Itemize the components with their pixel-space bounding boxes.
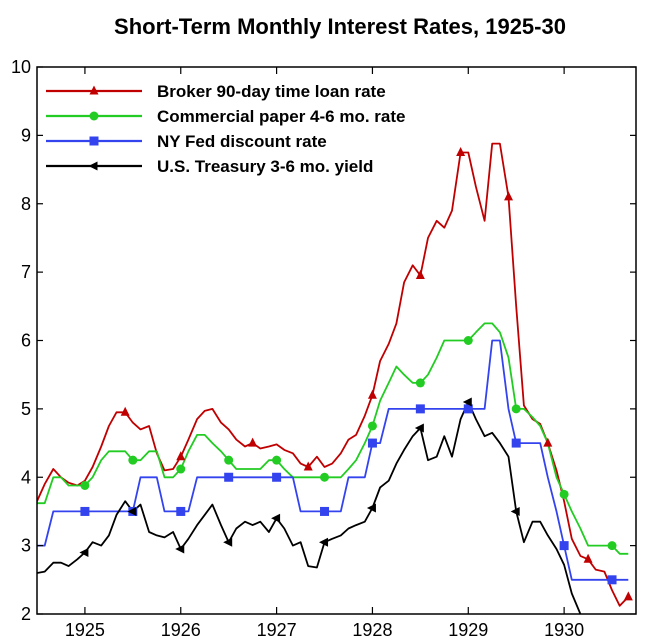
series-lines bbox=[37, 142, 629, 614]
series-marker-commercial-paper-4-6-mo-rate bbox=[224, 455, 234, 465]
x-tick-label: 1929 bbox=[448, 620, 488, 640]
series-marker-broker-90-day-time-loan-rate bbox=[303, 461, 313, 471]
y-tick-label: 3 bbox=[21, 536, 31, 556]
series-marker-commercial-paper-4-6-mo-rate bbox=[128, 455, 138, 465]
series-marker-broker-90-day-time-loan-rate bbox=[583, 553, 593, 563]
series-markers bbox=[79, 146, 633, 601]
legend-marker-commercial-paper-4-6-mo-rate bbox=[89, 111, 99, 121]
y-tick-label: 2 bbox=[21, 604, 31, 624]
legend-marker-broker-90-day-time-loan-rate bbox=[89, 85, 99, 95]
series-line-ny-fed-discount-rate bbox=[37, 339, 629, 581]
series-marker-broker-90-day-time-loan-rate bbox=[176, 451, 186, 461]
legend: Broker 90-day time loan rate Commercial p… bbox=[46, 82, 405, 176]
series-marker-u-s-treasury-3-6-mo-yield bbox=[510, 506, 520, 516]
series-marker-u-s-treasury-3-6-mo-yield bbox=[319, 537, 329, 547]
series-marker-broker-90-day-time-loan-rate bbox=[120, 406, 130, 416]
series-marker-u-s-treasury-3-6-mo-yield bbox=[366, 503, 376, 513]
y-tick-label: 9 bbox=[21, 125, 31, 145]
series-marker-broker-90-day-time-loan-rate bbox=[367, 389, 377, 399]
series-marker-ny-fed-discount-rate bbox=[224, 472, 234, 482]
x-tick-label: 1925 bbox=[65, 620, 105, 640]
axis-ticks: 2 3 4 5 6 7 8 9 10 1925 1926 1927 1928 1929 1930 bbox=[11, 57, 636, 640]
series-marker-commercial-paper-4-6-mo-rate bbox=[559, 489, 569, 499]
series-line-u-s-treasury-3-6-mo-yield bbox=[37, 401, 582, 614]
series-marker-u-s-treasury-3-6-mo-yield bbox=[175, 544, 185, 554]
series-marker-ny-fed-discount-rate bbox=[463, 404, 473, 414]
series-marker-broker-90-day-time-loan-rate bbox=[504, 191, 514, 201]
series-marker-u-s-treasury-3-6-mo-yield bbox=[79, 547, 89, 557]
legend-label: Broker 90-day time loan rate bbox=[157, 82, 386, 101]
series-marker-ny-fed-discount-rate bbox=[559, 541, 569, 551]
series-marker-u-s-treasury-3-6-mo-yield bbox=[127, 506, 137, 516]
series-marker-commercial-paper-4-6-mo-rate bbox=[511, 404, 521, 414]
series-marker-ny-fed-discount-rate bbox=[415, 404, 425, 414]
series-marker-u-s-treasury-3-6-mo-yield bbox=[271, 513, 281, 523]
series-marker-ny-fed-discount-rate bbox=[320, 506, 330, 516]
series-line-broker-90-day-time-loan-rate bbox=[37, 142, 629, 607]
chart-title: Short-Term Monthly Interest Rates, 1925-… bbox=[114, 14, 566, 39]
series-marker-broker-90-day-time-loan-rate bbox=[543, 437, 553, 447]
x-tick-label: 1926 bbox=[161, 620, 201, 640]
series-marker-ny-fed-discount-rate bbox=[272, 472, 282, 482]
series-marker-commercial-paper-4-6-mo-rate bbox=[367, 421, 377, 431]
series-marker-ny-fed-discount-rate bbox=[176, 506, 186, 516]
series-marker-ny-fed-discount-rate bbox=[511, 438, 521, 448]
series-marker-u-s-treasury-3-6-mo-yield bbox=[223, 537, 233, 547]
series-marker-broker-90-day-time-loan-rate bbox=[623, 591, 633, 601]
legend-label: U.S. Treasury 3-6 mo. yield bbox=[157, 157, 373, 176]
series-marker-commercial-paper-4-6-mo-rate bbox=[607, 541, 617, 551]
legend-label: Commercial paper 4-6 mo. rate bbox=[157, 107, 405, 126]
x-tick-label: 1928 bbox=[352, 620, 392, 640]
series-line-commercial-paper-4-6-mo-rate bbox=[37, 322, 629, 555]
legend-marker-ny-fed-discount-rate bbox=[89, 136, 99, 146]
legend-marker-u-s-treasury-3-6-mo-yield bbox=[88, 161, 98, 171]
series-marker-ny-fed-discount-rate bbox=[607, 575, 617, 585]
series-marker-commercial-paper-4-6-mo-rate bbox=[176, 464, 186, 474]
y-tick-label: 4 bbox=[21, 467, 31, 487]
series-marker-u-s-treasury-3-6-mo-yield bbox=[462, 397, 472, 407]
series-marker-u-s-treasury-3-6-mo-yield bbox=[414, 423, 424, 433]
series-marker-ny-fed-discount-rate bbox=[80, 506, 90, 516]
x-tick-label: 1927 bbox=[257, 620, 297, 640]
series-marker-broker-90-day-time-loan-rate bbox=[456, 146, 466, 156]
series-marker-commercial-paper-4-6-mo-rate bbox=[320, 472, 330, 482]
y-tick-label: 8 bbox=[21, 194, 31, 214]
series-marker-commercial-paper-4-6-mo-rate bbox=[415, 378, 425, 388]
x-tick-label: 1930 bbox=[544, 620, 584, 640]
y-tick-label: 6 bbox=[21, 331, 31, 351]
y-tick-label: 7 bbox=[21, 262, 31, 282]
legend-label: NY Fed discount rate bbox=[157, 132, 327, 151]
series-marker-commercial-paper-4-6-mo-rate bbox=[463, 336, 473, 345]
series-marker-commercial-paper-4-6-mo-rate bbox=[80, 480, 90, 490]
y-tick-label: 5 bbox=[21, 399, 31, 419]
series-marker-commercial-paper-4-6-mo-rate bbox=[272, 455, 282, 465]
y-tick-label: 10 bbox=[11, 57, 31, 77]
series-marker-ny-fed-discount-rate bbox=[367, 438, 377, 448]
series-marker-broker-90-day-time-loan-rate bbox=[415, 270, 425, 280]
series-marker-broker-90-day-time-loan-rate bbox=[248, 437, 258, 447]
